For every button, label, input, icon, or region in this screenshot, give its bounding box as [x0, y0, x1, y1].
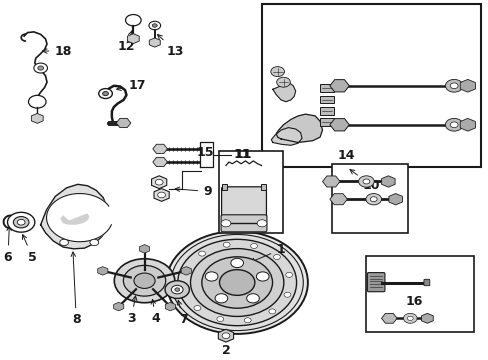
Bar — [108, 121, 119, 126]
FancyBboxPatch shape — [423, 279, 429, 286]
Text: 14: 14 — [336, 149, 354, 162]
Text: 8: 8 — [71, 252, 81, 327]
Circle shape — [194, 306, 201, 311]
Circle shape — [125, 14, 141, 26]
Circle shape — [215, 294, 227, 303]
Circle shape — [158, 192, 165, 198]
Text: 7: 7 — [177, 300, 187, 327]
Bar — [261, 184, 265, 190]
Circle shape — [102, 91, 108, 96]
Circle shape — [164, 281, 189, 298]
Circle shape — [362, 179, 369, 184]
Circle shape — [190, 249, 283, 316]
FancyBboxPatch shape — [366, 273, 384, 292]
Circle shape — [221, 220, 230, 227]
Text: 11: 11 — [234, 148, 252, 161]
Text: 5: 5 — [22, 235, 37, 264]
Circle shape — [183, 268, 190, 273]
Circle shape — [273, 255, 280, 260]
Circle shape — [449, 122, 457, 127]
Bar — [261, 4, 480, 167]
Circle shape — [358, 176, 373, 187]
Circle shape — [198, 251, 205, 256]
Circle shape — [155, 179, 163, 185]
Circle shape — [403, 313, 416, 323]
Bar — [219, 151, 282, 233]
Circle shape — [174, 288, 179, 291]
Circle shape — [99, 89, 112, 99]
Text: 12: 12 — [118, 31, 135, 53]
Polygon shape — [46, 194, 111, 242]
Bar — [320, 107, 333, 115]
Text: 10: 10 — [349, 170, 379, 192]
Circle shape — [222, 333, 229, 338]
Polygon shape — [272, 82, 295, 102]
Text: 13: 13 — [157, 35, 183, 58]
Text: 4: 4 — [151, 300, 160, 325]
Circle shape — [7, 212, 35, 232]
Circle shape — [268, 309, 275, 314]
Circle shape — [178, 239, 296, 326]
Bar — [320, 96, 333, 103]
Circle shape — [284, 292, 290, 297]
Circle shape — [171, 234, 303, 330]
Circle shape — [34, 63, 47, 73]
Circle shape — [407, 316, 412, 320]
Circle shape — [205, 272, 218, 281]
Circle shape — [166, 231, 307, 334]
Circle shape — [13, 217, 29, 228]
FancyBboxPatch shape — [221, 187, 266, 219]
Circle shape — [152, 24, 157, 27]
Circle shape — [90, 239, 99, 246]
Circle shape — [182, 288, 188, 293]
Circle shape — [38, 66, 43, 70]
Circle shape — [114, 259, 174, 303]
Text: 17: 17 — [117, 78, 145, 91]
Polygon shape — [276, 114, 322, 143]
Text: 15: 15 — [196, 146, 214, 159]
Bar — [331, 164, 407, 233]
Circle shape — [223, 242, 229, 247]
Circle shape — [219, 270, 254, 295]
Polygon shape — [60, 213, 89, 225]
Circle shape — [244, 318, 251, 323]
Circle shape — [134, 273, 155, 288]
Bar — [222, 184, 226, 190]
Circle shape — [257, 220, 266, 227]
Text: 1: 1 — [250, 243, 285, 262]
Circle shape — [365, 194, 381, 205]
Text: 16: 16 — [405, 295, 422, 308]
Circle shape — [250, 243, 257, 248]
Circle shape — [449, 83, 457, 89]
Circle shape — [171, 285, 183, 294]
Circle shape — [369, 197, 376, 202]
Circle shape — [230, 258, 243, 267]
Circle shape — [202, 257, 272, 308]
Circle shape — [149, 21, 160, 30]
Circle shape — [270, 67, 284, 77]
Circle shape — [28, 95, 46, 108]
Circle shape — [60, 239, 68, 246]
Circle shape — [123, 265, 165, 296]
Circle shape — [217, 316, 224, 321]
Circle shape — [276, 77, 290, 87]
Circle shape — [285, 273, 292, 277]
Text: 9: 9 — [175, 185, 211, 198]
Text: 3: 3 — [127, 296, 137, 325]
Circle shape — [256, 272, 268, 281]
Text: 2: 2 — [221, 333, 230, 357]
FancyBboxPatch shape — [221, 215, 266, 232]
Bar — [320, 118, 333, 126]
Text: 18: 18 — [42, 45, 72, 58]
Bar — [320, 84, 333, 92]
Circle shape — [445, 80, 462, 92]
Circle shape — [17, 219, 25, 225]
Text: 11: 11 — [215, 148, 251, 161]
Polygon shape — [41, 184, 109, 249]
Polygon shape — [271, 127, 302, 145]
Bar — [366, 256, 473, 332]
Text: 6: 6 — [4, 226, 12, 264]
Circle shape — [246, 294, 259, 303]
Circle shape — [445, 118, 462, 131]
